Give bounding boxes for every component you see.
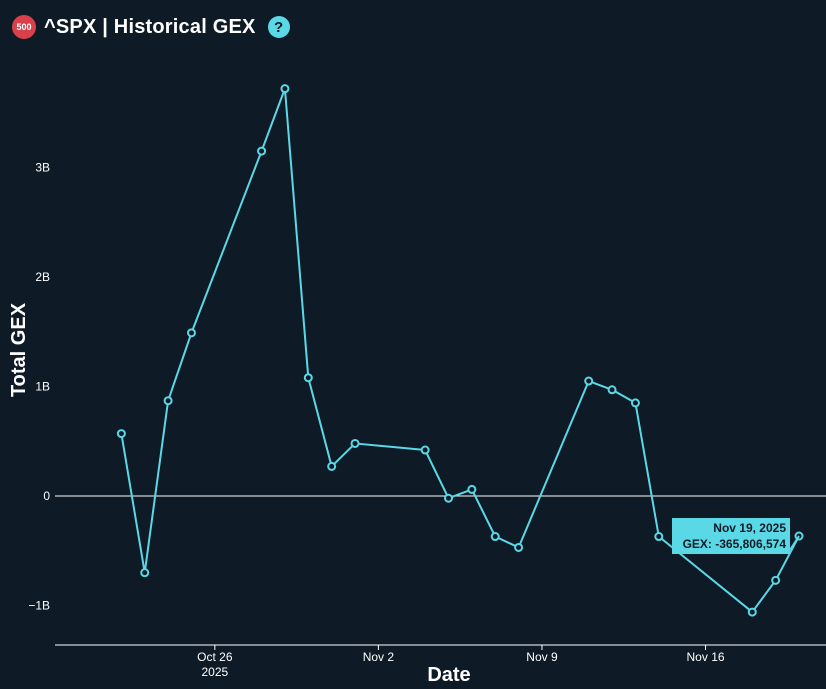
data-point-5[interactable] [280, 84, 290, 94]
x-tick-label-0: Oct 26 [197, 650, 233, 664]
y-tick-label-1: 0 [43, 489, 50, 503]
x-tick-sublabel-0: 2025 [201, 665, 228, 679]
y-axis-title: Total GEX [8, 302, 30, 397]
data-point-19[interactable] [771, 575, 781, 585]
data-point-4[interactable] [257, 146, 267, 156]
x-tick-label-3: Nov 16 [687, 650, 725, 664]
tooltip-leader-line [789, 535, 800, 551]
y-tick-label-0: −1B [28, 599, 50, 613]
tooltip-value: GEX: -365,806,574 [683, 537, 787, 551]
data-point-17[interactable] [654, 532, 664, 542]
data-point-15[interactable] [607, 385, 617, 395]
data-point-16[interactable] [630, 398, 640, 408]
x-tick-label-2: Nov 9 [526, 650, 558, 664]
data-point-6[interactable] [303, 373, 313, 383]
data-point-1[interactable] [140, 568, 150, 578]
tooltip-date: Nov 19, 2025 [713, 521, 786, 535]
data-point-11[interactable] [467, 484, 477, 494]
data-point-12[interactable] [490, 532, 500, 542]
data-point-10[interactable] [444, 493, 453, 503]
help-icon[interactable]: ? [267, 16, 290, 38]
y-axis-ticks: −1B 0 1B 2B 3B [28, 161, 50, 613]
data-point-14[interactable] [584, 376, 594, 386]
data-point-0[interactable] [116, 429, 126, 439]
data-point-3[interactable] [186, 328, 196, 338]
index-badge: 500 [12, 15, 36, 39]
page-title: ^SPX | Historical GEX [44, 15, 256, 38]
x-tick-label-1: Nov 2 [363, 650, 395, 664]
chart-header: 500 ^SPX | Historical GEX ? [12, 12, 290, 42]
y-tick-label-3: 2B [35, 270, 50, 284]
data-point-7[interactable] [327, 461, 337, 471]
data-point-13[interactable] [514, 542, 524, 552]
data-point-18[interactable] [747, 607, 757, 617]
x-axis-title: Date [427, 664, 470, 686]
data-point-8[interactable] [350, 438, 360, 448]
data-point-2[interactable] [163, 396, 173, 406]
y-tick-label-4: 3B [35, 161, 50, 175]
y-tick-label-2: 1B [35, 380, 50, 394]
tooltip-box [672, 518, 790, 554]
hover-tooltip: Nov 19, 2025 GEX: -365,806,574 [672, 518, 800, 554]
data-point-9[interactable] [420, 445, 430, 455]
